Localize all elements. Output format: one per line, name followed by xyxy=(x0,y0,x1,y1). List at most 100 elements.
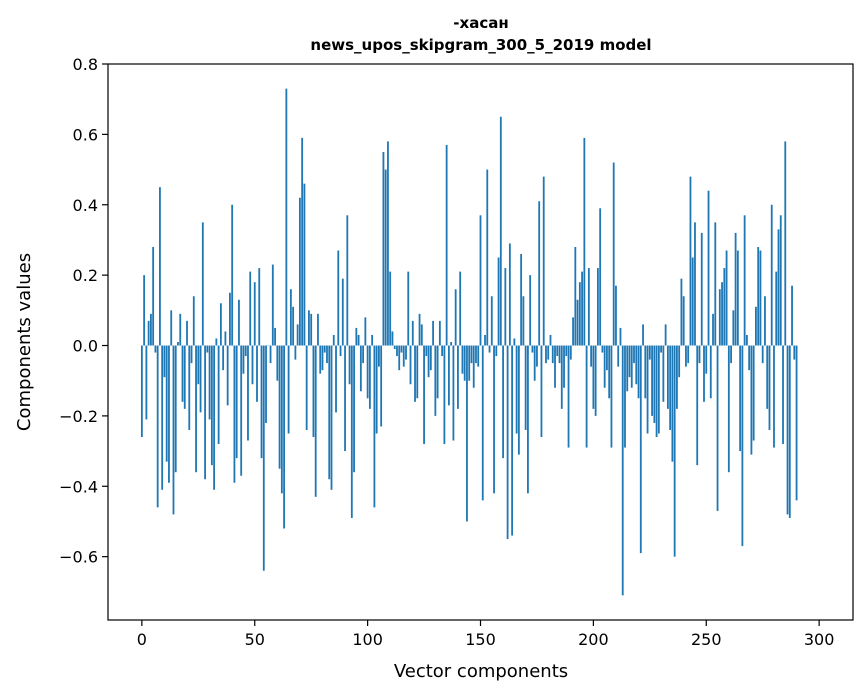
bar-140 xyxy=(457,345,459,409)
bar-285 xyxy=(784,141,787,346)
bar-168 xyxy=(520,254,523,346)
bar-40 xyxy=(231,204,234,346)
bar-125 xyxy=(423,345,425,445)
bar-73 xyxy=(305,345,308,430)
bar-270 xyxy=(750,345,753,455)
bar-60 xyxy=(276,345,279,381)
bar-271 xyxy=(752,345,755,441)
bar-194 xyxy=(578,282,581,346)
bar-189 xyxy=(567,345,570,448)
bar-18 xyxy=(181,345,184,402)
bar-244 xyxy=(691,257,694,346)
bar-39 xyxy=(229,292,231,346)
bar-233 xyxy=(666,345,669,409)
bar-19 xyxy=(183,345,186,409)
bar-80 xyxy=(321,345,324,371)
bar-276 xyxy=(764,296,766,346)
bar-15 xyxy=(174,345,177,473)
bar-6 xyxy=(154,345,157,353)
bars-group xyxy=(140,88,798,596)
bar-12 xyxy=(168,345,170,483)
bar-94 xyxy=(353,345,355,473)
bar-142 xyxy=(461,345,464,374)
bar-122 xyxy=(416,345,419,399)
bar-113 xyxy=(396,345,398,357)
bar-154 xyxy=(488,345,491,353)
bar-252 xyxy=(709,345,712,399)
bar-260 xyxy=(727,345,730,473)
bar-1 xyxy=(143,275,146,346)
bar-179 xyxy=(545,345,547,364)
bar-43 xyxy=(238,299,240,346)
bar-97 xyxy=(359,345,362,392)
bar-215 xyxy=(626,345,629,392)
bar-287 xyxy=(788,345,791,518)
y-axis-ticks: −0.6 −0.4 −0.2 0.0 0.2 0.4 0.6 0.8 xyxy=(59,55,108,567)
bar-117 xyxy=(405,345,407,360)
bar-120 xyxy=(411,320,414,346)
bar-178 xyxy=(542,176,545,346)
bar-225 xyxy=(648,345,651,360)
bar-0 xyxy=(140,345,143,438)
bar-78 xyxy=(317,313,319,346)
bar-161 xyxy=(504,268,507,346)
bar-51 xyxy=(256,345,258,402)
bar-135 xyxy=(445,144,448,346)
bar-23 xyxy=(192,296,195,346)
bar-265 xyxy=(739,345,742,452)
bar-213 xyxy=(621,345,624,596)
bar-138 xyxy=(452,345,455,441)
bar-37 xyxy=(224,331,227,346)
x-tick-label: 200 xyxy=(578,630,609,649)
bar-253 xyxy=(712,313,714,346)
bar-220 xyxy=(637,345,640,399)
bar-223 xyxy=(644,345,647,399)
bar-32 xyxy=(213,345,216,490)
bar-170 xyxy=(524,345,527,430)
bar-86 xyxy=(335,345,337,413)
bar-33 xyxy=(215,338,218,346)
bar-279 xyxy=(770,204,773,346)
x-tick-label: 150 xyxy=(465,630,496,649)
x-axis-label: Vector components xyxy=(394,661,568,682)
bar-124 xyxy=(420,324,423,346)
bar-66 xyxy=(289,289,292,346)
bar-267 xyxy=(743,215,746,346)
bar-248 xyxy=(700,232,703,346)
y-tick-label: 0.8 xyxy=(73,55,98,74)
bar-77 xyxy=(314,345,317,497)
bar-38 xyxy=(226,345,229,406)
y-tick-label: −0.4 xyxy=(59,477,98,496)
bar-187 xyxy=(563,345,565,388)
bar-257 xyxy=(721,282,723,346)
bar-52 xyxy=(258,268,261,346)
bar-165 xyxy=(513,338,516,346)
bar-234 xyxy=(669,345,672,430)
bar-57 xyxy=(269,345,272,364)
bar-195 xyxy=(581,271,583,346)
y-tick-label: 0.4 xyxy=(73,196,98,215)
bar-173 xyxy=(531,345,534,353)
bar-137 xyxy=(450,342,453,346)
bar-157 xyxy=(495,345,498,357)
bar-90 xyxy=(344,345,346,452)
bar-214 xyxy=(624,345,626,448)
bar-277 xyxy=(766,345,769,409)
bar-259 xyxy=(725,250,728,346)
bar-111 xyxy=(391,331,394,346)
bar-79 xyxy=(319,345,322,374)
bar-185 xyxy=(558,345,561,364)
y-tick-label: 0.2 xyxy=(73,266,98,285)
bar-174 xyxy=(533,345,536,381)
bar-280 xyxy=(773,345,775,448)
bar-84 xyxy=(330,345,333,490)
bar-149 xyxy=(477,345,480,367)
bar-249 xyxy=(703,345,705,402)
plot-frame xyxy=(107,63,854,621)
bar-247 xyxy=(698,345,701,364)
bar-72 xyxy=(303,183,306,346)
bar-254 xyxy=(714,222,717,346)
bar-118 xyxy=(407,271,410,346)
bar-275 xyxy=(761,345,764,364)
